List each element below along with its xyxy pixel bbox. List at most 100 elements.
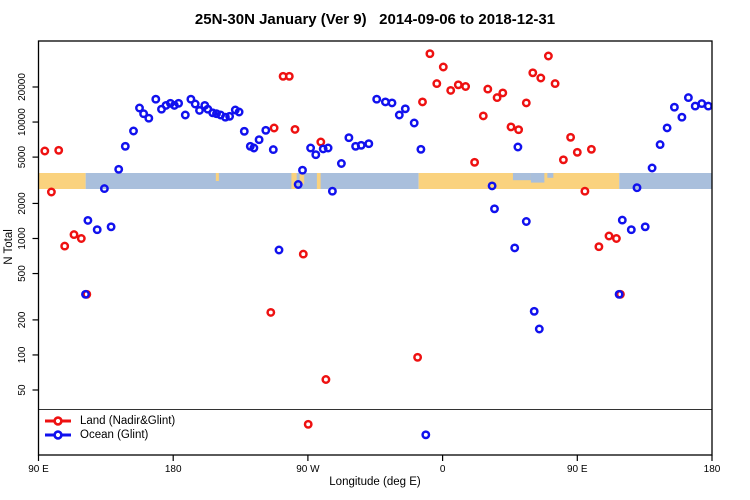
data-point-ocean <box>195 105 204 115</box>
x-tick-label: 0 <box>440 464 446 475</box>
data-point-ocean <box>655 140 665 150</box>
map-strip-detail-land <box>291 173 297 189</box>
data-points <box>40 49 712 440</box>
y-tick-label: 100 <box>17 346 28 363</box>
data-point-ocean <box>626 225 636 235</box>
data-point-land <box>40 146 50 156</box>
data-point-ocean <box>120 141 130 151</box>
data-point-land <box>453 80 463 90</box>
y-tick-label: 2000 <box>17 192 28 215</box>
data-point-ocean <box>632 183 642 193</box>
data-point-ocean <box>212 109 221 119</box>
y-tick-label: 50 <box>17 384 28 396</box>
y-tick-label: 200 <box>17 311 28 328</box>
data-point-ocean <box>139 109 149 119</box>
data-point-ocean <box>336 159 346 168</box>
data-point-ocean <box>174 98 184 108</box>
data-point-ocean <box>225 111 235 121</box>
map-strip-detail-ocean <box>512 173 531 181</box>
data-point-ocean <box>510 243 520 253</box>
data-point-ocean <box>647 163 657 173</box>
land-marker-icon <box>45 416 71 426</box>
data-point-land <box>594 242 604 252</box>
data-point-land <box>269 123 279 133</box>
data-point-land <box>536 73 546 83</box>
map-strip-detail-land <box>299 173 305 185</box>
data-point-land <box>506 122 516 132</box>
data-point-land <box>432 79 442 89</box>
data-point-land <box>290 124 300 134</box>
map-strip-segment-ocean <box>85 173 419 189</box>
chart-title: 25N-30N January (Ver 9) 2014-09-06 to 20… <box>194 11 556 28</box>
data-point-ocean <box>318 144 328 154</box>
data-point-land <box>413 352 423 362</box>
map-strip-segment-ocean <box>619 173 712 189</box>
data-point-ocean <box>487 181 497 191</box>
y-tick-label: 500 <box>17 265 28 282</box>
y-tick-label: 5000 <box>17 146 28 169</box>
map-strip-segment-land <box>38 173 86 189</box>
map-strip-detail-ocean <box>530 173 545 183</box>
data-point-land <box>604 231 614 241</box>
map-strip-detail-land <box>316 173 321 189</box>
data-point-land <box>284 71 294 81</box>
data-point-land <box>54 145 64 155</box>
data-point-ocean <box>380 97 390 107</box>
data-point-ocean <box>186 94 196 104</box>
data-point-ocean <box>421 430 431 440</box>
legend-item-land: Land (Nadir&Glint) <box>44 414 175 428</box>
data-point-ocean <box>106 222 116 232</box>
data-point-ocean <box>135 103 144 113</box>
x-tick-label: 90 W <box>296 464 320 475</box>
data-point-land <box>425 49 435 59</box>
x-tick-label: 180 <box>704 464 721 475</box>
data-point-land <box>521 98 531 108</box>
data-point-land <box>586 144 596 154</box>
data-point-land <box>528 68 538 78</box>
data-point-ocean <box>344 133 354 143</box>
data-point-ocean <box>323 143 333 153</box>
map-strip-detail-ocean <box>547 173 554 178</box>
data-point-ocean <box>534 324 544 334</box>
data-point-ocean <box>400 104 410 114</box>
data-point-ocean <box>327 186 337 196</box>
legend-item-ocean: Ocean (Glint) <box>44 428 175 442</box>
data-point-ocean <box>409 118 419 128</box>
data-point-ocean <box>190 99 200 109</box>
data-point-ocean <box>234 107 244 117</box>
data-point-ocean <box>356 140 366 150</box>
ocean-marker-icon <box>45 430 71 440</box>
data-point-ocean <box>306 143 316 153</box>
data-point-ocean <box>114 164 124 174</box>
legend: Land (Nadir&Glint) Ocean (Glint) <box>44 414 175 442</box>
data-point-ocean <box>92 225 102 235</box>
data-point-land <box>580 186 590 196</box>
data-point-land <box>572 147 582 157</box>
data-point-ocean <box>220 112 230 122</box>
x-axis-label: Longitude (deg E) <box>329 476 421 488</box>
data-point-ocean <box>372 94 382 104</box>
y-tick-label: 1000 <box>17 227 28 250</box>
data-point-ocean <box>180 110 190 120</box>
data-point-land <box>303 419 313 429</box>
data-point-land <box>418 97 427 107</box>
data-point-land <box>46 187 56 197</box>
data-point-ocean <box>239 126 249 136</box>
data-point-land <box>550 79 560 89</box>
data-point-ocean <box>99 184 109 194</box>
data-point-land <box>498 88 508 98</box>
data-point-land <box>438 62 448 72</box>
data-point-ocean <box>151 94 161 104</box>
x-tick-label: 90 E <box>28 464 49 475</box>
data-point-ocean <box>640 222 650 232</box>
data-point-ocean <box>387 98 397 108</box>
data-point-ocean <box>268 145 278 155</box>
data-point-land <box>298 249 308 259</box>
data-point-land <box>611 234 621 243</box>
x-tick-label: 180 <box>165 464 182 475</box>
y-tick-label: 10000 <box>17 108 28 136</box>
data-point-land <box>321 375 331 384</box>
data-point-ocean <box>677 112 687 122</box>
